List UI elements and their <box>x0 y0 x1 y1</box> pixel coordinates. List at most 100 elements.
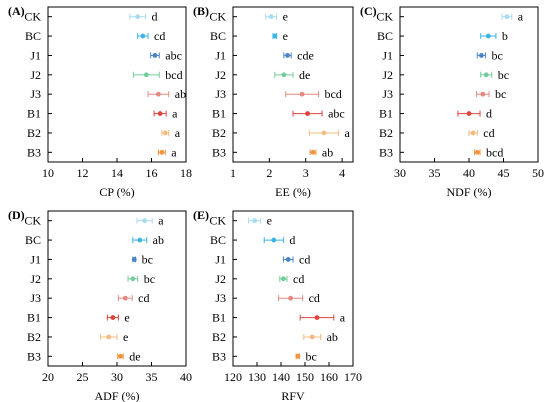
data-point <box>252 218 257 224</box>
data-point <box>271 237 277 243</box>
category-label: J3 <box>30 291 41 305</box>
category-label: J2 <box>30 272 41 286</box>
data-point <box>106 334 112 340</box>
data-point <box>285 53 290 58</box>
data-point <box>480 91 486 97</box>
significance-letter: bc <box>492 48 503 62</box>
category-label: J1 <box>382 48 393 62</box>
chart-panel-1: (A) 10 12 14 16 18 CK d BC cd J1 abc J2 bcd J3 ab B1 a B2 a… <box>8 4 192 199</box>
significance-letter: e <box>283 29 288 43</box>
x-tick-label: 170 <box>344 370 362 384</box>
x-axis-label: RFV <box>281 389 305 402</box>
category-label: CK <box>376 10 393 24</box>
x-tick-label: 150 <box>296 370 314 384</box>
data-point <box>118 353 123 359</box>
significance-letter: e <box>283 10 288 24</box>
significance-letter: e <box>123 330 128 344</box>
category-label: J2 <box>215 68 226 82</box>
data-point <box>272 33 278 39</box>
panel-label: (C) <box>360 4 377 18</box>
category-label: J1 <box>215 48 226 62</box>
category-label: BC <box>210 29 226 43</box>
plot-frame <box>399 6 539 163</box>
category-label: BC <box>377 29 393 43</box>
data-point <box>285 257 291 262</box>
x-tick-label: 120 <box>224 370 242 384</box>
significance-letter: d <box>289 233 295 247</box>
data-point <box>159 149 165 155</box>
significance-letter: abc <box>165 48 182 62</box>
plot-frame <box>47 210 187 367</box>
data-point <box>157 111 163 116</box>
data-point <box>140 33 146 39</box>
data-point <box>485 33 491 39</box>
panel-label: (B) <box>193 4 209 18</box>
significance-letter: d <box>151 10 157 24</box>
significance-letter: a <box>340 311 346 325</box>
data-point <box>321 130 327 136</box>
category-label: B2 <box>27 330 41 344</box>
significance-letter: ab <box>327 330 338 344</box>
data-point <box>143 72 149 78</box>
x-tick-label: 140 <box>272 370 290 384</box>
category-label: CK <box>24 10 41 24</box>
category-label: J3 <box>30 87 41 101</box>
plot-frame <box>232 210 354 367</box>
category-label: J3 <box>382 87 393 101</box>
data-point <box>110 315 116 320</box>
x-axis-label: EE (%) <box>275 185 311 199</box>
data-point <box>268 14 274 20</box>
data-point <box>162 130 168 136</box>
data-point <box>122 295 128 301</box>
category-label: CK <box>209 10 226 24</box>
data-point <box>309 334 315 340</box>
chart-panel-5: (E) 120 130 140 150 160 170 CK e BC d J1 cd J2 cd J3 cd B… <box>193 208 362 402</box>
x-tick-label: 40 <box>180 370 192 384</box>
category-label: J2 <box>215 272 226 286</box>
significance-letter: d <box>486 107 492 121</box>
x-axis-label: ADF (%) <box>95 389 140 402</box>
x-tick-label: 35 <box>146 370 158 384</box>
data-point <box>142 218 148 224</box>
data-point <box>135 14 141 20</box>
significance-letter: bcd <box>324 87 341 101</box>
category-label: B1 <box>379 107 393 121</box>
data-point <box>152 53 158 58</box>
significance-letter: bcd <box>486 145 503 159</box>
x-tick-label: 130 <box>248 370 266 384</box>
data-point <box>305 111 310 116</box>
category-label: J2 <box>30 68 41 82</box>
panel-label: (D) <box>8 208 25 222</box>
category-label: B2 <box>212 330 226 344</box>
significance-letter: bc <box>495 87 506 101</box>
significance-letter: a <box>158 214 164 228</box>
x-tick-label: 14 <box>111 166 123 180</box>
category-label: B3 <box>212 349 226 363</box>
category-label: B3 <box>27 145 41 159</box>
category-label: B1 <box>27 311 41 325</box>
data-point <box>137 237 143 243</box>
x-tick-label: 50 <box>532 166 544 180</box>
category-label: B1 <box>212 107 226 121</box>
data-point <box>156 91 161 97</box>
x-tick-label: 2 <box>266 166 272 180</box>
data-point <box>299 91 305 97</box>
category-label: B2 <box>27 126 41 140</box>
category-label: B1 <box>212 311 226 325</box>
significance-letter: a <box>172 107 178 121</box>
x-tick-label: 18 <box>180 166 192 180</box>
data-point <box>295 353 301 359</box>
x-tick-label: 30 <box>111 370 123 384</box>
significance-letter: e <box>267 214 272 228</box>
category-label: J3 <box>215 291 226 305</box>
category-label: B3 <box>212 145 226 159</box>
category-label: J1 <box>30 48 41 62</box>
category-label: BC <box>25 233 41 247</box>
category-label: B1 <box>27 107 41 121</box>
x-tick-label: 30 <box>394 166 406 180</box>
category-label: J1 <box>215 252 226 266</box>
significance-letter: ab <box>322 145 333 159</box>
significance-letter: bc <box>305 349 316 363</box>
significance-letter: a <box>344 126 350 140</box>
significance-letter: bcd <box>165 68 182 82</box>
